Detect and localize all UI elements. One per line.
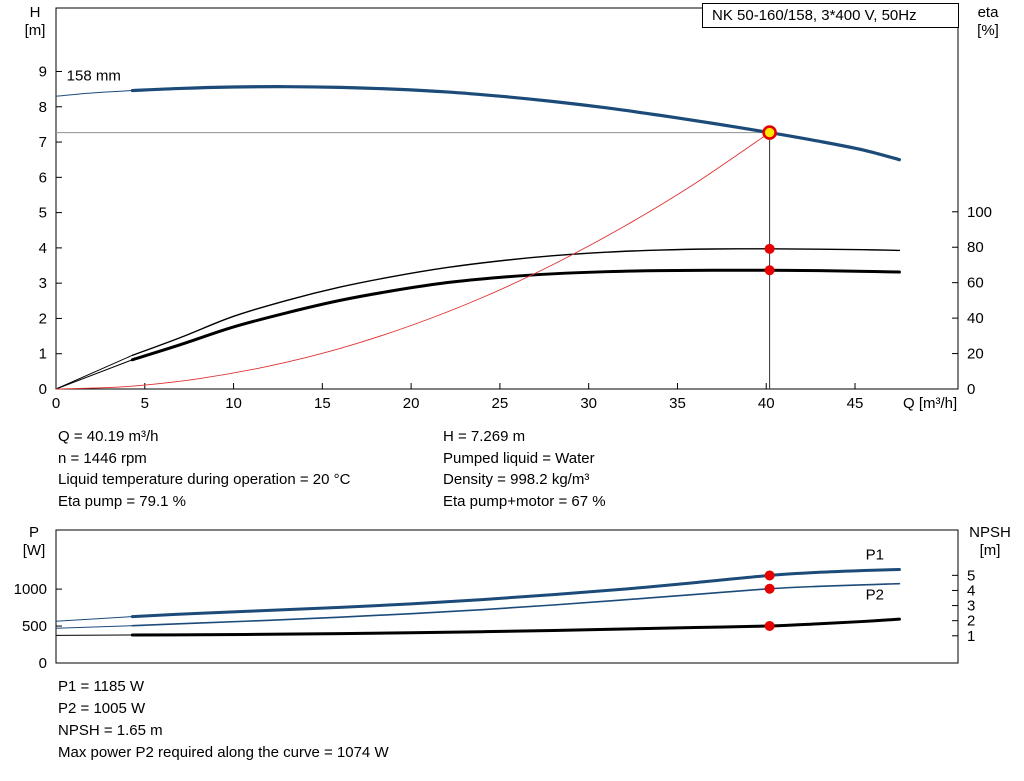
head-curve-lead-in	[55, 90, 133, 97]
info-line-liquid: Pumped liquid = Water	[443, 449, 595, 467]
npsh-point	[764, 620, 775, 631]
power-info-block: P1 = 1185 W P2 = 1005 W NPSH = 1.65 m Ma…	[58, 676, 389, 764]
left-tick-label: 3	[39, 275, 47, 292]
eta-pump-motor-curve	[130, 268, 901, 362]
duty-info-left-column: Q = 40.19 m³/h n = 1446 rpm Liquid tempe…	[58, 426, 350, 512]
eta-pump-curve	[131, 248, 901, 357]
info-line-p2: P2 = 1005 W	[58, 700, 146, 717]
npsh-curve	[130, 617, 901, 637]
pump-title: NK 50-160/158, 3*400 V, 50Hz	[712, 7, 917, 24]
x-tick-label: 35	[669, 395, 686, 412]
eta-pump-point	[764, 243, 775, 254]
eta-pump-motor-curve-lead-in	[55, 359, 133, 390]
left-tick-label: 1	[39, 346, 47, 363]
x-tick-label: 40	[758, 395, 775, 412]
info-line-max-p2: Max power P2 required along the curve = …	[58, 744, 389, 761]
duty-point[interactable]	[762, 125, 777, 140]
x-tick-label: 45	[847, 395, 864, 412]
right-tick-label: 1	[967, 628, 975, 645]
p-axis-title: P [W]	[14, 524, 54, 560]
info-line-eta-pump-motor: Eta pump+motor = 67 %	[443, 492, 606, 510]
right-tick-label: 5	[967, 567, 975, 584]
right-tick-label: 40	[967, 310, 984, 327]
x-tick-label: 25	[492, 395, 509, 412]
npsh-axis-title: NPSH [m]	[960, 524, 1020, 560]
eta-pump-curve-lead-in	[55, 354, 133, 390]
system-curve	[55, 132, 770, 390]
pump-title-box: NK 50-160/158, 3*400 V, 50Hz	[702, 3, 959, 28]
p1-curve-lead-in	[55, 616, 133, 622]
p-axis-title-line2: [W]	[22, 542, 46, 559]
head-curve	[130, 85, 902, 162]
left-tick-label: 0	[39, 655, 47, 672]
q-axis-title: Q [m³/h]	[903, 395, 958, 412]
info-line-npsh: NPSH = 1.65 m	[58, 722, 163, 739]
eta-axis-title-line1: eta	[977, 4, 999, 21]
right-tick-label: 20	[967, 346, 984, 363]
h-axis-title-line1: H	[29, 4, 41, 21]
right-tick-label: 60	[967, 275, 984, 292]
h-axis-title-line2: [m]	[24, 22, 46, 39]
info-line-eta-pump: Eta pump = 79.1 %	[58, 492, 186, 510]
left-tick-label: 4	[39, 240, 47, 257]
left-tick-label: 6	[39, 169, 47, 186]
info-line-h: H = 7.269 m	[443, 428, 526, 445]
left-tick-label: 5	[39, 205, 47, 222]
x-tick-label: 5	[141, 395, 149, 412]
left-tick-label: 7	[39, 134, 47, 151]
info-line-density: Density = 998.2 kg/m³	[443, 471, 590, 488]
x-tick-label: 30	[580, 395, 597, 412]
chart-top: 0 5 10 15 20 25 30 35 40 450123456789020406080100…	[39, 7, 992, 412]
duty-info-right-column: H = 7.269 m Pumped liquid = Water Densit…	[443, 426, 606, 512]
impeller-diameter-label: 158 mm	[67, 67, 121, 84]
eta-axis-title-line2: [%]	[977, 22, 999, 39]
p1-curve	[130, 567, 901, 619]
right-tick-label: 3	[967, 598, 975, 615]
npsh-axis-title-line1: NPSH	[969, 524, 1011, 541]
x-tick-label: 15	[314, 395, 331, 412]
eta-pump-motor-point	[764, 265, 775, 276]
p1-point	[764, 570, 775, 581]
info-line-temperature: Liquid temperature during operation = 20…	[58, 471, 351, 488]
info-line-q: Q = 40.19 m³/h	[58, 428, 159, 445]
p1-label: P1	[866, 547, 884, 564]
top-chart-frame	[55, 7, 959, 390]
left-tick-label: 2	[39, 310, 47, 327]
x-tick-label: 10	[225, 395, 242, 412]
x-tick-label: 0	[52, 395, 60, 412]
left-tick-label: 1000	[14, 581, 47, 598]
left-tick-label: 8	[39, 99, 47, 116]
h-axis-title: H [m]	[16, 4, 54, 40]
eta-axis-title: eta [%]	[962, 4, 1014, 40]
info-line-n: n = 1446 rpm	[58, 449, 147, 467]
npsh-axis-title-line2: [m]	[979, 542, 1001, 559]
bottom-chart-frame	[55, 529, 959, 664]
right-tick-label: 0	[967, 381, 975, 398]
right-tick-label: 4	[967, 582, 975, 599]
p2-curve-lead-in	[55, 625, 133, 629]
left-tick-label: 500	[22, 618, 47, 635]
right-tick-label: 2	[967, 613, 975, 630]
right-tick-label: 100	[967, 204, 992, 221]
left-tick-label: 9	[39, 64, 47, 81]
p2-point	[764, 583, 775, 594]
p-axis-title-line1: P	[28, 524, 39, 541]
p2-label: P2	[866, 586, 884, 603]
p2-curve	[131, 582, 901, 627]
right-tick-label: 80	[967, 239, 984, 256]
x-tick-label: 20	[403, 395, 420, 412]
info-line-p1: P1 = 1185 W	[58, 678, 145, 695]
left-tick-label: 0	[39, 381, 47, 398]
